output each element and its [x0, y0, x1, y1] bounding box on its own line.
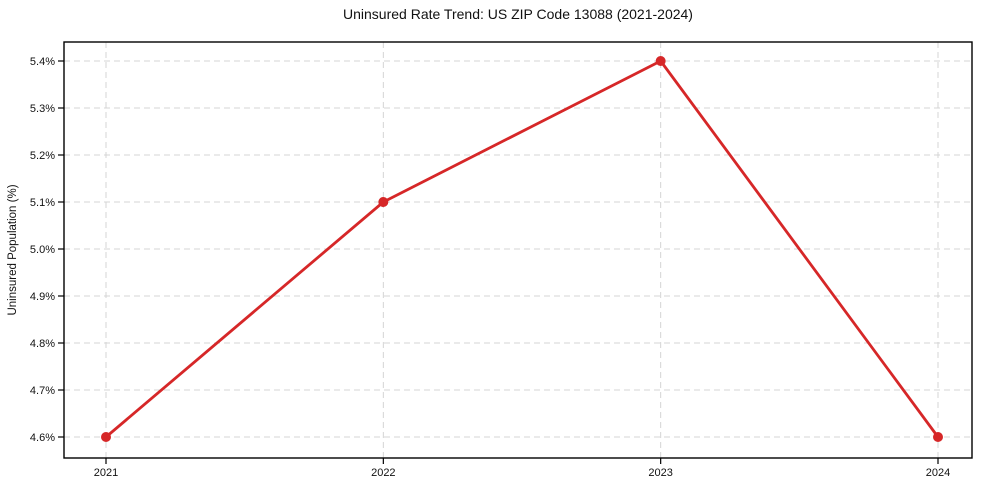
data-point-2021 [101, 432, 111, 442]
y-tick-label: 4.8% [30, 338, 55, 350]
y-tick-label: 5.3% [30, 103, 55, 115]
data-point-2022 [378, 197, 389, 207]
data-point-2023 [655, 56, 666, 66]
axis-spine [63, 41, 973, 459]
x-tick-label: 2024 [926, 467, 950, 479]
x-tick-label: 2021 [94, 467, 118, 479]
x-tick-label: 2022 [371, 467, 395, 479]
y-tick-label: 5.1% [30, 197, 55, 209]
y-tick-label: 5.0% [30, 244, 55, 256]
data-point-2024 [933, 432, 943, 442]
y-tick-label: 5.2% [30, 150, 55, 162]
y-tick-label: 4.7% [30, 385, 55, 397]
y-tick-label: 4.6% [30, 432, 55, 444]
x-tick-label: 2023 [648, 467, 672, 479]
chart-title: Uninsured Rate Trend: US ZIP Code 13088 … [343, 6, 693, 22]
y-tick-label: 4.9% [30, 291, 55, 303]
y-tick-label: 5.4% [30, 56, 55, 68]
trend-line [104, 59, 940, 439]
